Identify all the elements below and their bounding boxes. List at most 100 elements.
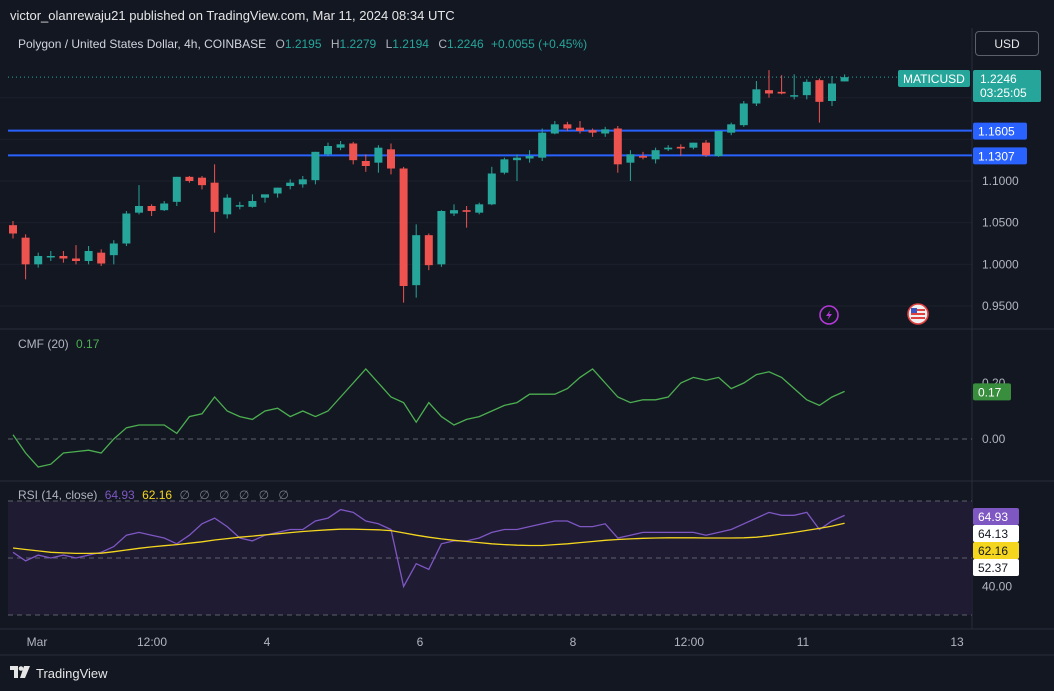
candlestick-series[interactable] xyxy=(9,70,849,303)
rsi-legend-label: RSI (14, close) xyxy=(18,488,98,502)
rsi-legend[interactable]: RSI (14, close) 64.93 62.16 ∅ ∅ ∅ ∅ ∅ ∅ xyxy=(18,488,292,502)
candle-body xyxy=(311,151,320,181)
candle-body xyxy=(500,159,509,173)
cmf-value-tag-bg xyxy=(973,383,1011,401)
candle-body xyxy=(84,251,93,261)
candle-body xyxy=(563,124,572,129)
ticker-tag: MATICUSD xyxy=(903,72,965,86)
open-value: 1.2195 xyxy=(284,37,322,51)
price-tick-label: 0.9500 xyxy=(982,299,1019,313)
candle-body xyxy=(525,156,534,159)
candle-body xyxy=(34,256,43,265)
candle-body xyxy=(336,144,345,148)
candle-body xyxy=(576,127,584,131)
candle-body xyxy=(223,197,232,215)
rsi-legend-value: 64.93 xyxy=(104,488,135,502)
candle-body xyxy=(261,194,269,198)
rsi-tick-label: 40.00 xyxy=(982,580,1012,594)
symbol-title[interactable]: Polygon / United States Dollar, 4h, COIN… xyxy=(18,37,267,51)
time-tick-label: Mar xyxy=(27,635,48,649)
candle-body xyxy=(172,176,181,202)
time-tick-label: 12:00 xyxy=(674,635,704,649)
low-label: L xyxy=(385,37,393,51)
indicator-guide-lines xyxy=(8,438,972,616)
price-tick-label: 1.1000 xyxy=(982,174,1019,188)
candle-body xyxy=(651,150,660,160)
us-flag-icon[interactable] xyxy=(907,303,929,325)
candle-body xyxy=(21,237,30,265)
cmf-legend-label: CMF (20) xyxy=(18,337,69,351)
candle-body xyxy=(777,91,786,94)
currency-button[interactable]: USD xyxy=(975,31,1039,56)
candle-body xyxy=(374,147,383,163)
level-price-tag-bg xyxy=(973,122,1027,140)
cmf-series[interactable] xyxy=(12,368,845,468)
last-price-tag-bg xyxy=(973,70,1041,102)
rsi-value-tag: 62.16 xyxy=(978,544,1008,558)
candle-body xyxy=(702,142,710,156)
candle-body xyxy=(72,258,80,261)
candle-body xyxy=(601,129,610,134)
candle-body xyxy=(714,131,723,156)
candle-body xyxy=(387,149,395,169)
candle-body xyxy=(475,204,484,213)
candle-body xyxy=(160,203,169,211)
candle-body xyxy=(46,256,55,258)
horizontal-levels[interactable] xyxy=(8,76,972,157)
time-tick-label: 4 xyxy=(264,635,271,649)
time-axis[interactable]: Mar 12:00 4 6 8 12:00 11 13 xyxy=(27,635,964,649)
candle-body xyxy=(248,201,257,207)
candle-body xyxy=(828,83,836,101)
candle-body xyxy=(462,210,471,212)
ticker-tag-bg xyxy=(898,70,970,87)
symbol-legend[interactable]: Polygon / United States Dollar, 4h, COIN… xyxy=(18,37,587,51)
close-label: C xyxy=(438,37,447,51)
candle-body xyxy=(752,89,761,104)
candle-body xyxy=(135,206,143,213)
candle-body xyxy=(210,182,219,212)
cmf-value-tag: 0.17 xyxy=(978,385,1002,399)
candle-body xyxy=(676,146,685,149)
lightning-icon[interactable] xyxy=(819,305,839,325)
candle-body xyxy=(437,211,446,265)
candle-body xyxy=(273,187,282,194)
candle-body xyxy=(361,161,370,166)
rsi-legend-placeholders: ∅ ∅ ∅ ∅ ∅ ∅ xyxy=(179,488,292,502)
time-tick-label: 8 xyxy=(570,635,577,649)
price-tick-label: 1.0000 xyxy=(982,257,1019,271)
cmf-line xyxy=(12,368,845,468)
candle-body xyxy=(765,90,773,94)
rsi-value-tag: 52.37 xyxy=(978,561,1008,575)
candle-body xyxy=(97,252,106,264)
candle-body xyxy=(412,235,421,286)
rsi-series[interactable] xyxy=(12,508,845,589)
level-price-tag: 1.1605 xyxy=(978,125,1015,139)
rsi-value-tag-bg xyxy=(973,525,1019,542)
cmf-legend-value: 0.17 xyxy=(76,337,100,351)
grid-lines xyxy=(0,97,972,307)
rsi-value-tag: 64.13 xyxy=(978,527,1008,541)
candle-body xyxy=(739,103,748,126)
candle-body xyxy=(626,154,635,163)
candle-body xyxy=(122,213,131,244)
footer-brand: TradingView xyxy=(36,666,108,681)
level-price-tag-bg xyxy=(973,147,1027,165)
candle-body xyxy=(487,173,496,205)
time-tick-label: 13 xyxy=(950,635,964,649)
time-tick-label: 11 xyxy=(797,635,810,649)
candle-body xyxy=(147,206,156,211)
cmf-legend[interactable]: CMF (20) 0.17 xyxy=(18,337,99,351)
published-by-text: victor_olanrewaju21 published on Trading… xyxy=(10,8,455,23)
candle-body xyxy=(109,243,118,256)
close-value: 1.2246 xyxy=(446,37,484,51)
candle-body xyxy=(802,81,811,96)
candle-body xyxy=(235,205,244,207)
time-tick-label: 12:00 xyxy=(137,635,167,649)
rsi-line xyxy=(12,508,845,589)
tradingview-logo-icon xyxy=(10,666,30,681)
candle-body xyxy=(286,182,295,186)
candle-body xyxy=(513,157,521,161)
